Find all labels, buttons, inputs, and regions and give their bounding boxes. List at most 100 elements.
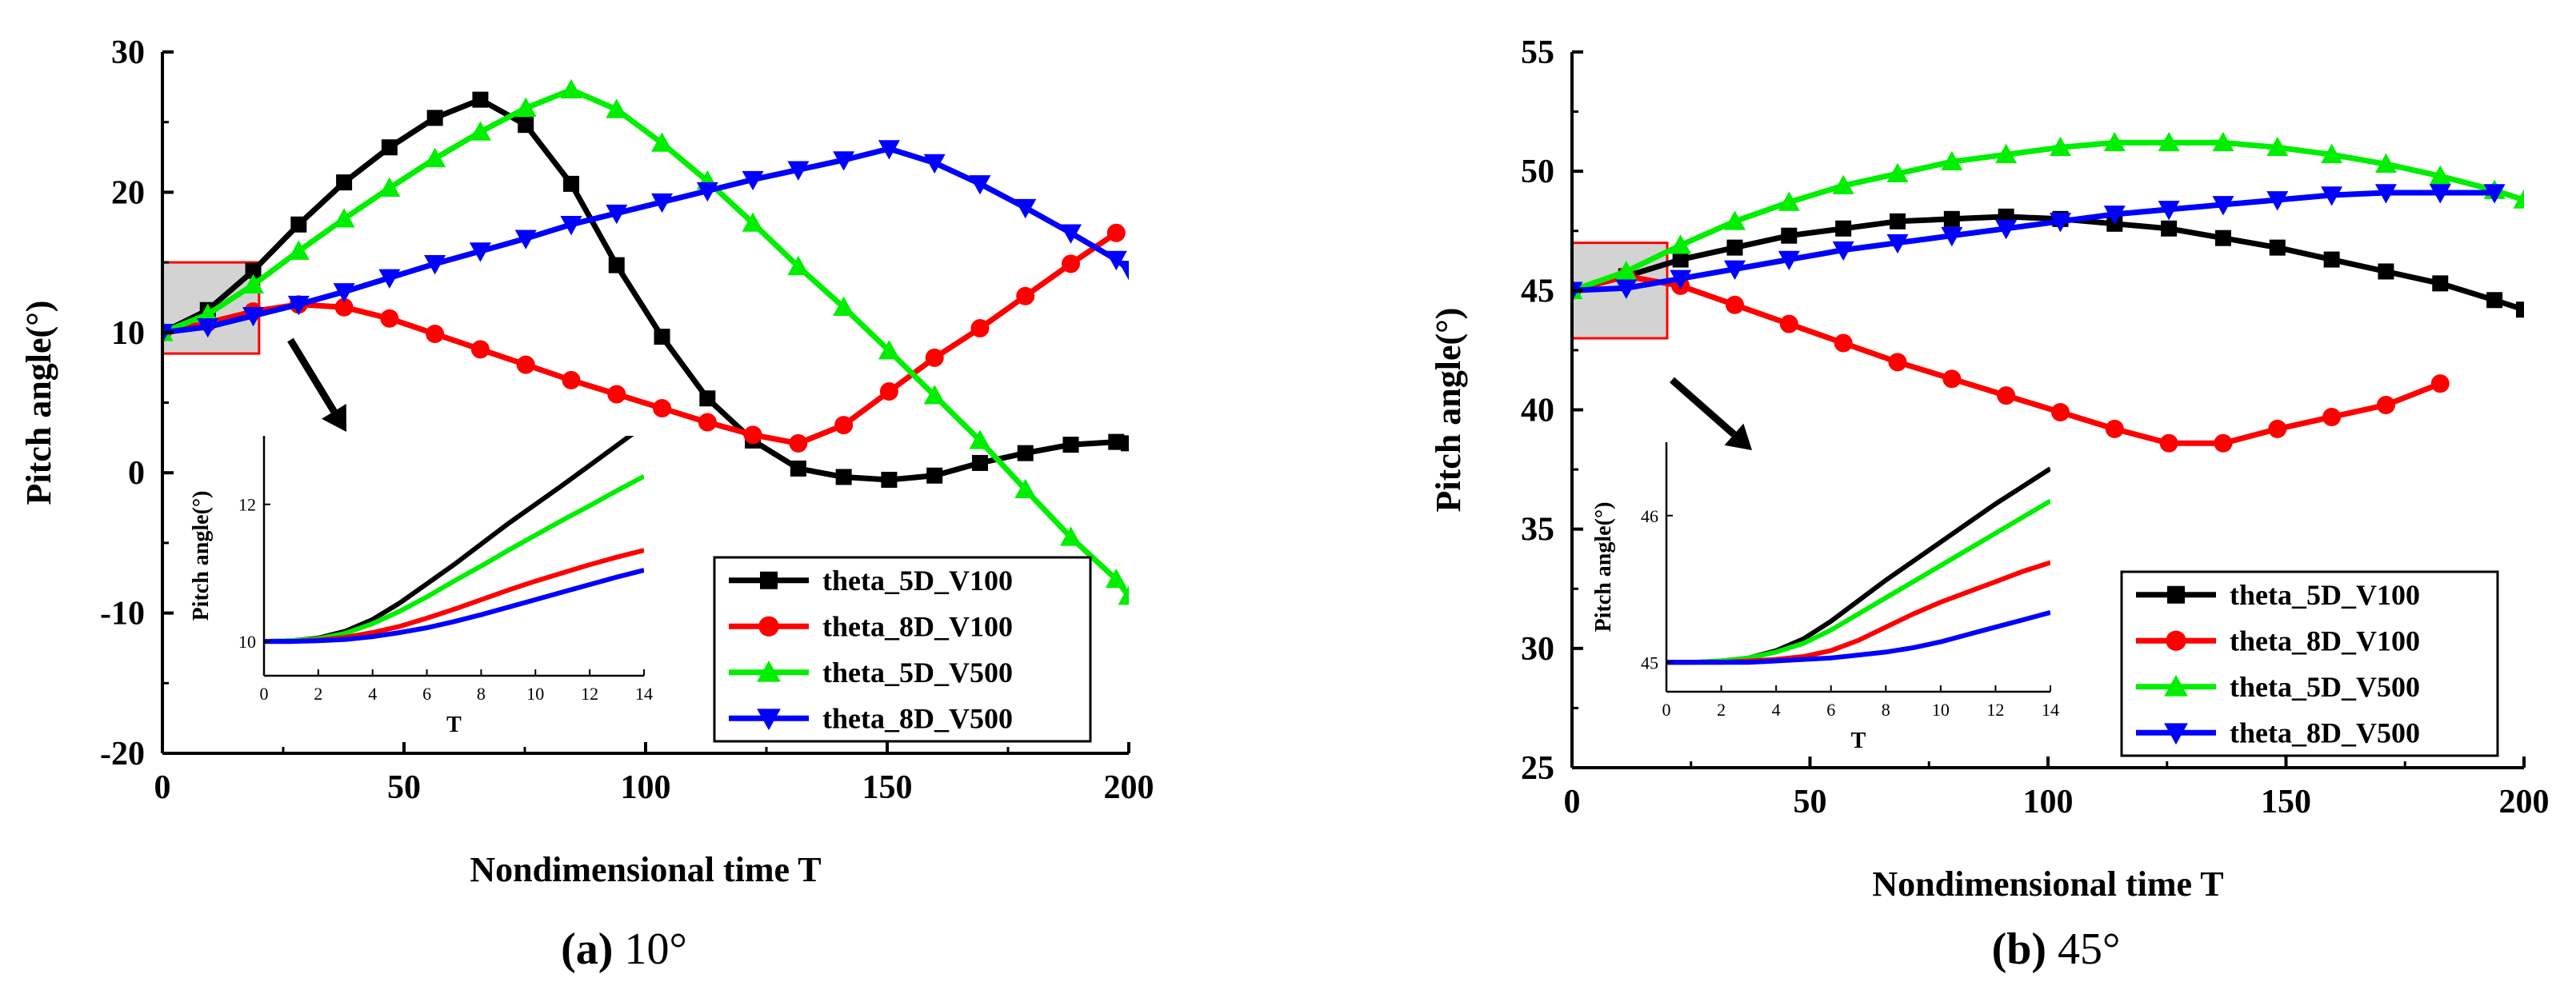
data-point [197,317,219,338]
inset-x-tick-label: 10 [1932,700,1950,720]
data-point [1778,191,1800,211]
data-point [1060,526,1082,546]
data-point [333,208,355,228]
data-point [242,273,265,293]
data-point [336,174,353,191]
data-point [1941,226,1963,247]
data-point [1108,433,1125,450]
x-tick-label: 150 [2261,784,2311,820]
data-point [1670,234,1692,254]
data-point [878,140,900,160]
data-point [197,303,219,323]
legend-label: theta_8D_V500 [2230,717,2420,749]
data-point [2167,585,2185,604]
series-theta_8D_V500 [162,140,1129,344]
data-point [2103,131,2126,152]
data-point [787,255,810,276]
zoom-arrow [1670,377,1752,450]
inset-x-tick-label: 0 [260,684,269,704]
data-point [469,121,491,141]
data-point [757,660,781,682]
data-point [424,147,446,168]
data-point [2323,251,2340,268]
legend-item-theta_8D_V100: theta_8D_V100 [2136,625,2420,657]
data-point [2105,419,2124,438]
data-point [378,177,401,197]
legend-item-theta_5D_V500: theta_5D_V500 [2136,671,2420,703]
zoom-arrow [287,337,346,432]
data-point [651,193,674,214]
y-tick-label: 30 [1521,631,1554,668]
legend-label: theta_5D_V500 [822,657,1013,689]
y-axis-label: Pitch angle(°) [19,301,58,505]
data-point [560,78,582,99]
legend-label: theta_8D_V100 [2230,625,2420,657]
inset-series-theta_5D_V100 [1666,466,2050,665]
data-point [2269,239,2286,256]
data-point [1886,162,1909,182]
legend-item-theta_5D_V100: theta_5D_V100 [729,565,1013,597]
data-point [608,257,625,273]
data-point [1014,198,1037,219]
x-axis-label: Nondimensional time T [470,850,821,889]
data-point [424,255,446,275]
data-point [606,98,628,118]
data-point [2321,143,2343,164]
data-point [834,416,854,435]
series-theta_5D_V100 [1572,208,2524,318]
inset-x-tick-label: 0 [1662,700,1671,720]
data-point [2161,220,2178,237]
panel-caption: (b) 45° [1992,924,2121,974]
data-point [1017,445,1034,461]
data-point [1723,260,1746,280]
data-point [1105,569,1127,589]
x-tick-label: 0 [1564,784,1581,820]
data-point [562,175,579,192]
chart-panel-b: 0 50 100 150 20025303540455055Nondimensional… [1429,34,2550,974]
data-point [606,204,628,225]
data-point [1832,174,1854,194]
x-tick-label: 200 [1104,769,1154,806]
data-point [245,262,262,279]
data-point [2268,419,2287,438]
series-theta_8D_V500 [1572,184,2506,301]
caption-text: 45° [2046,924,2120,974]
data-point [878,340,900,360]
data-point [333,283,355,303]
inset-x-tick-label: 14 [2042,700,2059,720]
data-point [1615,279,1638,299]
data-point [833,296,855,317]
inset-chart: 0 2 4 6 8 10 12 14 10 12 T Pitch angle(°) [189,436,653,737]
legend-item-theta_8D_V500: theta_8D_V500 [2136,717,2420,749]
data-point [789,433,808,453]
inset-series-theta_8D_V500 [1666,610,2050,665]
legend-item-theta_5D_V100: theta_5D_V100 [2136,579,2420,611]
data-point [1835,220,1852,237]
data-point [2513,189,2524,209]
data-point [1943,210,1960,227]
data-point [2432,275,2449,292]
inset-x-axis-label: T [446,713,462,737]
caption-letter: (b) [1992,924,2046,974]
data-point [833,151,855,171]
inset-y-tick-label: 46 [1641,506,1658,526]
data-point [2158,131,2180,152]
data-point [2516,301,2524,318]
legend-label: theta_5D_V100 [822,565,1013,597]
data-point [1781,227,1798,244]
data-point [2486,292,2503,309]
data-point [971,454,988,471]
x-tick-label: 100 [2023,784,2074,820]
inset-x-tick-label: 14 [635,684,653,704]
data-point [2321,186,2343,206]
data-point [1118,585,1129,605]
data-point [378,269,401,289]
inset-x-axis-label: T [1851,729,1866,753]
data-point [969,175,991,195]
inset-x-tick-label: 8 [477,684,486,704]
data-point [334,297,354,317]
data-point [2322,407,2342,426]
